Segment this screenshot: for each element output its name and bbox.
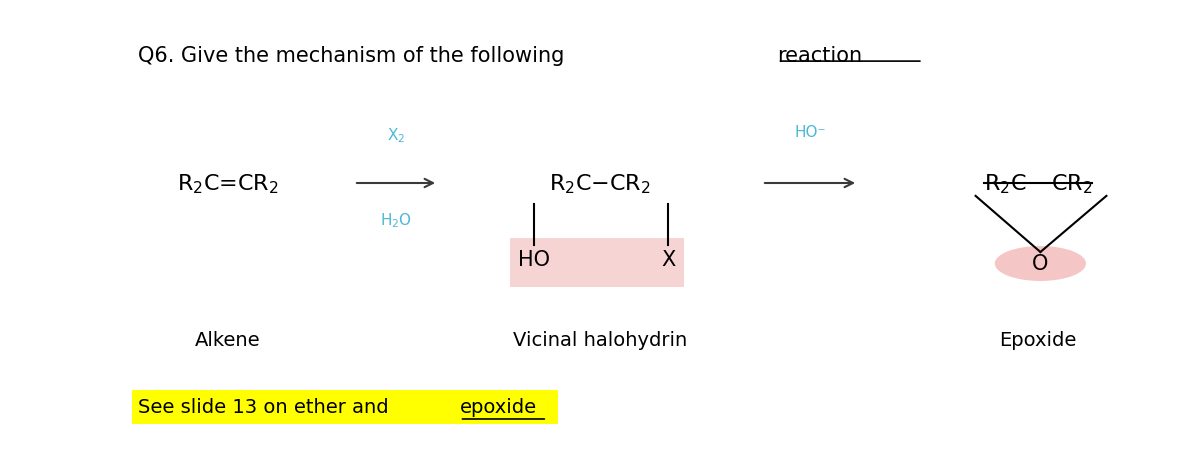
Text: X: X xyxy=(661,249,676,269)
Text: Vicinal halohydrin: Vicinal halohydrin xyxy=(512,330,688,349)
Text: R$_2$C$\quad\,$CR$_2$: R$_2$C$\quad\,$CR$_2$ xyxy=(984,172,1092,196)
Text: O: O xyxy=(1032,254,1049,274)
Text: R$_2$C$-$CR$_2$: R$_2$C$-$CR$_2$ xyxy=(550,172,650,196)
Text: HO⁻: HO⁻ xyxy=(794,125,826,140)
FancyBboxPatch shape xyxy=(132,391,558,424)
Text: Alkene: Alkene xyxy=(196,330,260,349)
Text: See slide 13 on ether and: See slide 13 on ether and xyxy=(138,397,395,416)
FancyBboxPatch shape xyxy=(510,239,684,287)
Text: R$_2$C=CR$_2$: R$_2$C=CR$_2$ xyxy=(178,172,278,196)
Text: epoxide: epoxide xyxy=(460,397,536,416)
Circle shape xyxy=(995,246,1086,281)
Text: H$_2$O: H$_2$O xyxy=(380,211,412,230)
Text: Epoxide: Epoxide xyxy=(1000,330,1076,349)
Text: Q6. Give the mechanism of the following: Q6. Give the mechanism of the following xyxy=(138,46,571,66)
Text: X$_2$: X$_2$ xyxy=(386,126,406,145)
Text: HO: HO xyxy=(518,249,550,269)
Text: reaction: reaction xyxy=(778,46,863,66)
